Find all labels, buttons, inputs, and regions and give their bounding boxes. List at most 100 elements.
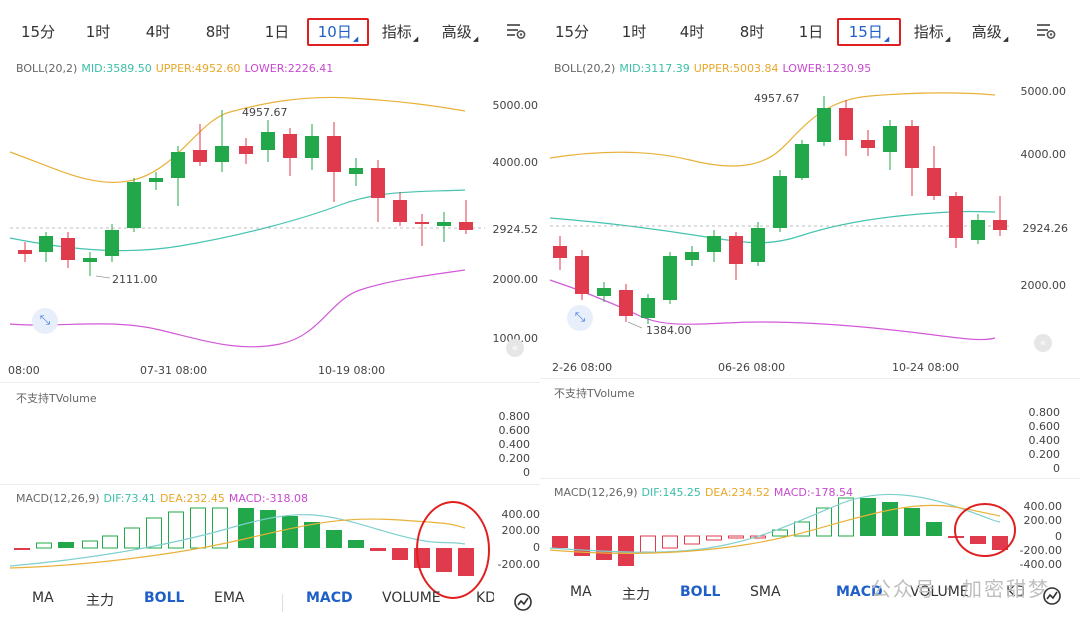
chart-settings-icon[interactable] xyxy=(506,22,526,40)
tab-8h[interactable]: 8时 xyxy=(205,23,231,41)
btab-macd[interactable]: MACD xyxy=(306,590,353,606)
candle xyxy=(905,126,919,168)
candle xyxy=(773,176,787,228)
candle xyxy=(817,108,831,142)
macd-bar xyxy=(706,535,722,541)
boll-mid-line xyxy=(9,189,466,252)
tab-1d[interactable]: 1日 xyxy=(798,23,824,41)
dropdown-triangle-icon: ◢ xyxy=(944,35,951,43)
tab-8h[interactable]: 8时 xyxy=(739,23,765,41)
divider xyxy=(540,378,1080,379)
macd-bar xyxy=(860,498,876,536)
boll-lower: LOWER:2226.41 xyxy=(244,62,334,75)
macd-axis-label: 200.00 xyxy=(1024,514,1063,527)
tab-15d[interactable]: 15日◢ xyxy=(837,18,901,46)
expand-icon[interactable]: ⤡ xyxy=(567,305,593,331)
btab-boll[interactable]: BOLL xyxy=(144,590,185,606)
watermark: 公众号 · 加密甜梦 xyxy=(870,577,1050,601)
scroll-back-icon[interactable]: « xyxy=(1034,334,1052,352)
tab-1d[interactable]: 1日 xyxy=(264,23,290,41)
chart-settings-icon[interactable] xyxy=(1036,22,1056,40)
btab-main-force[interactable]: 主力 xyxy=(622,587,650,603)
chart-panel-10d: 15分 1时 4时 8时 1日 10日◢ 指标◢ 高级◢ BOLL(20,2) M… xyxy=(0,0,540,636)
macd-axis-label: 400.00 xyxy=(502,508,541,521)
candle xyxy=(437,222,451,226)
scroll-back-icon[interactable]: « xyxy=(506,339,524,357)
candle xyxy=(459,222,473,230)
macd-name: MACD(12,26,9) xyxy=(16,492,100,505)
macd-bar xyxy=(970,536,986,544)
macd-bar xyxy=(618,536,634,566)
kline-chart[interactable]: 5000.00 4000.00 2000.00 2924.26 4957.67 1384.… xyxy=(540,0,1080,636)
price-axis-label: 5000.00 xyxy=(1021,85,1067,98)
tab-4h[interactable]: 4时 xyxy=(145,23,171,41)
tab-15min[interactable]: 15分 xyxy=(20,23,56,41)
macd-axis-label: 200.00 xyxy=(502,524,541,537)
boll-lower-line xyxy=(549,279,996,341)
tab-4h[interactable]: 4时 xyxy=(679,23,705,41)
tab-15min[interactable]: 15分 xyxy=(554,23,590,41)
macd-dif: DIF:73.41 xyxy=(103,492,156,505)
indicator-menu[interactable]: 指标◢ xyxy=(376,18,424,46)
macd-dea-line xyxy=(9,518,466,569)
btab-macd[interactable]: MACD xyxy=(836,584,883,600)
high-price-label: 4957.67 xyxy=(242,106,288,119)
btab-ma[interactable]: MA xyxy=(570,584,592,600)
macd-bar xyxy=(370,548,386,551)
low-pointer xyxy=(627,321,643,329)
boll-upper: UPPER:4952.60 xyxy=(155,62,241,75)
candle xyxy=(883,126,897,152)
divider xyxy=(540,478,1080,479)
btab-main-force[interactable]: 主力 xyxy=(86,593,114,609)
candle xyxy=(171,152,185,178)
advanced-menu[interactable]: 高级◢ xyxy=(436,18,484,46)
tab-10d[interactable]: 10日◢ xyxy=(307,18,369,46)
macd-dif-line xyxy=(9,514,466,567)
macd-bar xyxy=(190,507,206,549)
price-axis-label: 5000.00 xyxy=(493,99,539,112)
advanced-menu[interactable]: 高级◢ xyxy=(966,18,1014,46)
price-axis-label: 1000.00 xyxy=(493,332,539,345)
indicator-menu[interactable]: 指标◢ xyxy=(908,18,956,46)
tab-15d-label: 15日 xyxy=(848,23,883,41)
tab-10d-label: 10日 xyxy=(317,23,352,41)
candle xyxy=(663,256,677,300)
macd-dea: DEA:234.52 xyxy=(704,486,770,499)
btab-ema[interactable]: EMA xyxy=(214,590,245,606)
drawing-tool-icon[interactable] xyxy=(1042,586,1062,606)
candle xyxy=(283,134,297,158)
btab-volume[interactable]: VOLUME xyxy=(382,590,441,606)
macd-axis-label: -200.00 xyxy=(498,558,540,571)
price-axis-label: 4000.00 xyxy=(493,156,539,169)
candle xyxy=(927,168,941,196)
macd-dea-line xyxy=(549,504,1001,554)
btab-volume[interactable]: VOLUME xyxy=(910,584,969,600)
btab-kd[interactable]: KD xyxy=(1006,584,1024,600)
candle xyxy=(949,196,963,238)
btab-kd[interactable]: KD xyxy=(476,590,494,606)
current-price-label: 2924.52 xyxy=(493,223,539,236)
kline-chart[interactable]: 5000.00 4000.00 2000.00 1000.00 2924.52 4957.… xyxy=(0,0,540,636)
volume-axis-label: 0 xyxy=(523,466,530,479)
macd-bar xyxy=(882,502,898,536)
macd-axis-label: 400.00 xyxy=(1024,500,1063,513)
btab-sma[interactable]: SMA xyxy=(750,584,781,600)
candle xyxy=(861,140,875,148)
drawing-tool-icon[interactable] xyxy=(513,592,533,612)
candle xyxy=(597,288,611,296)
macd-bar xyxy=(662,535,678,549)
boll-legend: BOLL(20,2) MID:3589.50 UPPER:4952.60 LOWER:… xyxy=(16,62,337,75)
tab-1h[interactable]: 1时 xyxy=(621,23,647,41)
boll-upper-line xyxy=(549,92,996,167)
macd-legend: MACD(12,26,9) DIF:145.25 DEA:234.52 MACD:-1… xyxy=(554,486,857,499)
macd-bar xyxy=(596,536,612,560)
tab-1h[interactable]: 1时 xyxy=(85,23,111,41)
volume-axis-label: 0.800 xyxy=(1029,406,1061,419)
btab-ma[interactable]: MA xyxy=(32,590,54,606)
expand-icon[interactable]: ⤡ xyxy=(32,308,58,334)
btab-boll[interactable]: BOLL xyxy=(680,584,721,600)
dropdown-triangle-icon: ◢ xyxy=(883,35,890,43)
divider xyxy=(0,382,540,383)
low-price-label: 2111.00 xyxy=(112,273,158,286)
